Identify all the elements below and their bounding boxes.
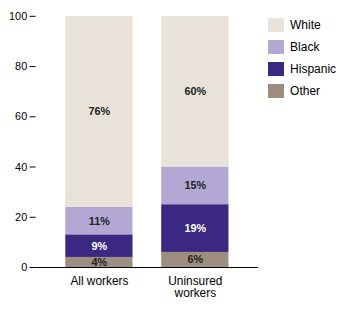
svg-text:80: 80 [15, 60, 27, 72]
svg-text:0: 0 [21, 261, 27, 273]
html-text:Hispanic: Hispanic [290, 62, 337, 76]
svg-text:15%: 15% [184, 179, 206, 191]
svg-text:20: 20 [15, 211, 27, 223]
svg-text:76%: 76% [89, 105, 111, 117]
svg-text:All workers: All workers [70, 274, 128, 288]
svg-text:Uninsuredworkers: Uninsuredworkers [168, 274, 222, 300]
svg-text:4%: 4% [92, 256, 108, 268]
svg-text:11%: 11% [89, 215, 110, 227]
svg-text:100: 100 [9, 10, 27, 22]
html-text:Black: Black [290, 40, 320, 54]
html-text:White: White [290, 18, 321, 32]
svg-text:60: 60 [15, 110, 27, 122]
svg-text:60%: 60% [184, 85, 206, 97]
svg-text:19%: 19% [184, 222, 206, 234]
svg-text:9%: 9% [92, 240, 108, 252]
svg-text:6%: 6% [187, 253, 203, 265]
svg-text:40: 40 [15, 161, 27, 173]
html-text:Other: Other [290, 84, 321, 98]
